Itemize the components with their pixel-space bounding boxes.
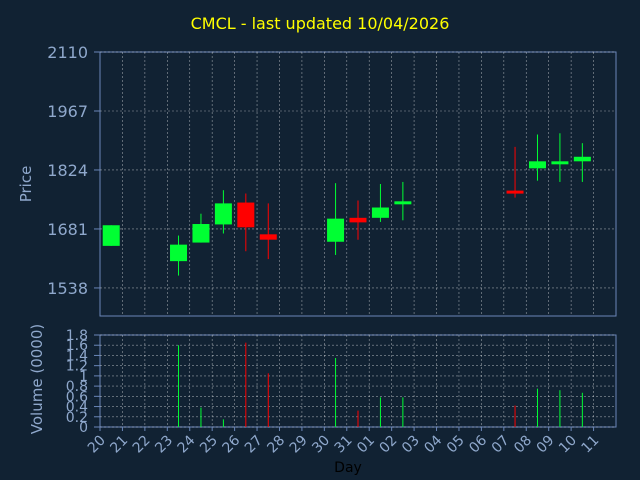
x-tick-label: 27 [242, 433, 266, 457]
candle-body [349, 217, 367, 223]
x-tick-label: 24 [175, 432, 199, 456]
candle-body [237, 202, 255, 228]
volume-tick-label: 0.4 [66, 400, 88, 416]
price-tick-label: 1967 [47, 102, 88, 121]
x-tick-label: 06 [466, 432, 490, 456]
x-tick-label: 25 [197, 433, 221, 457]
x-tick-label: 01 [354, 433, 378, 457]
candle-body [102, 225, 120, 246]
volume-tick-label: 1.8 [66, 328, 88, 344]
volume-tick-label: 1.2 [66, 359, 88, 375]
candle-body [170, 244, 188, 262]
x-tick-label: 20 [85, 433, 109, 457]
x-tick-label: 23 [152, 433, 176, 457]
volume-axis-title: Volume (0000) [28, 324, 46, 434]
price-tick-label: 1824 [47, 161, 88, 180]
x-tick-label: 07 [489, 433, 513, 457]
candle-body [394, 201, 412, 205]
volume-tick-label: 1.6 [66, 338, 88, 354]
price-tick-label: 1681 [47, 220, 88, 239]
x-tick-label: 28 [264, 433, 288, 457]
x-tick-label: 29 [287, 433, 311, 457]
x-tick-label: 26 [220, 432, 244, 456]
volume-tick-label: 0.6 [66, 389, 88, 405]
chart-title: CMCL - last updated 10/04/2026 [190, 14, 450, 33]
candle-body [214, 203, 232, 225]
x-axis-title: Day [334, 460, 362, 476]
price-tick-label: 2110 [47, 43, 88, 62]
x-tick-label: 05 [444, 433, 468, 457]
candle-body [371, 207, 389, 218]
volume-tick-label: 0.2 [66, 410, 88, 426]
volume-tick-label: 1 [79, 369, 88, 385]
price-tick-label: 1538 [47, 279, 88, 298]
candle-body [259, 234, 277, 240]
candle-body [327, 218, 345, 242]
price-panel-frame [99, 51, 617, 317]
x-tick-label: 08 [511, 433, 535, 457]
x-tick-label: 11 [578, 433, 602, 457]
x-tick-label: 09 [534, 433, 558, 457]
x-tick-label: 03 [399, 433, 423, 457]
volume-tick-label: 0.8 [66, 379, 88, 395]
candle-body [192, 224, 210, 243]
x-tick-label: 02 [377, 433, 401, 457]
candle-body [573, 156, 591, 162]
volume-tick-label: 0 [79, 420, 88, 436]
price-axis-title: Price [17, 166, 35, 203]
x-tick-label: 21 [107, 433, 131, 457]
candle-body [551, 161, 569, 165]
x-tick-label: 31 [332, 433, 356, 457]
x-tick-label: 30 [309, 433, 333, 457]
x-tick-label: 04 [421, 432, 445, 456]
x-tick-label: 10 [556, 433, 580, 457]
volume-tick-label: 1.4 [66, 348, 88, 364]
x-tick-label: 22 [130, 433, 154, 457]
candle-body [528, 161, 546, 169]
candle-body [506, 190, 524, 194]
